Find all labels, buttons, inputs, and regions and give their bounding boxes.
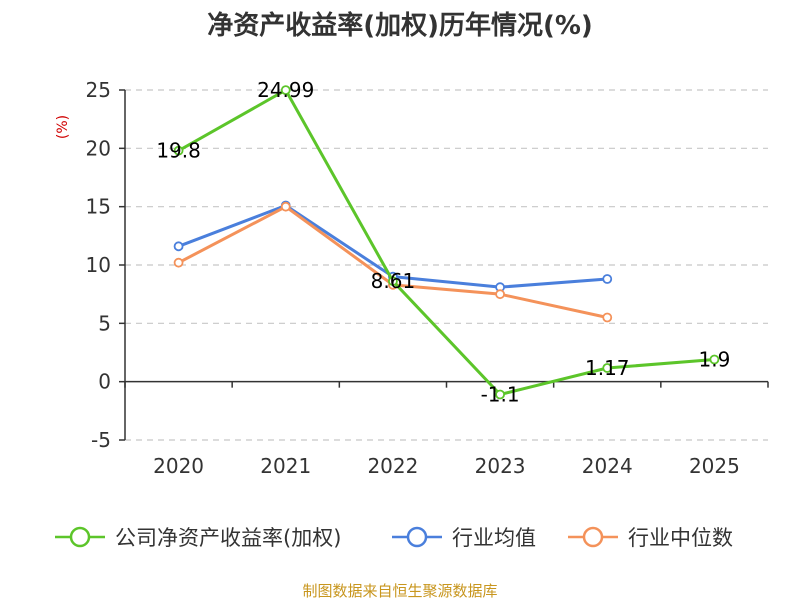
x-tick-label: 2020 [153,454,204,478]
legend: 公司净资产收益率(加权) 行业均值 行业中位数 [55,526,733,550]
grid-lines [125,89,768,441]
chart-title: 净资产收益率(加权)历年情况(%) [207,10,593,41]
data-point [173,145,184,156]
data-point [388,276,398,287]
y-tick-label: 10 [86,253,111,277]
legend-marker-circle [582,526,604,548]
data-point [495,289,505,300]
data-point [173,257,184,268]
legend-marker-circle [406,526,428,548]
data-point [709,354,720,365]
x-tick-label: 2024 [582,454,633,478]
x-tick-label: 2023 [475,454,526,478]
data-point [280,201,291,212]
legend-label: 行业均值 [452,526,536,550]
legend-label: 公司净资产收益率(加权) [115,526,341,550]
y-tick-label: 15 [86,195,111,219]
data-point [602,363,613,373]
y-tick-label: 0 [98,370,111,394]
data-point [602,274,613,284]
data-point [280,85,291,96]
y-tick-label: 20 [86,136,111,160]
y-tick-label: 5 [98,311,111,335]
data-label: 19.8 [156,139,201,163]
series-lines [173,85,720,400]
y-tick-label: 25 [86,78,111,102]
x-tick-label: 2025 [689,454,740,478]
source-note: 制图数据来自恒生聚源数据库 [302,582,497,600]
data-point [495,389,505,400]
data-label: 1.17 [585,356,630,380]
y-tick-label: -5 [91,428,111,452]
y-axis-unit-label: (%) [55,115,71,139]
x-tick-label: 2021 [260,454,311,478]
series-line [177,88,715,396]
data-label: 1.9 [699,348,731,372]
data-point [173,241,184,252]
x-tick-label: 2022 [367,454,418,478]
data-labels: 19.8 24.99 8.61 -1.1 1.17 1.9 [156,78,730,406]
legend-label: 行业中位数 [628,526,733,550]
data-label: -1.1 [481,383,520,407]
data-point [602,312,613,323]
legend-marker-circle [69,526,91,548]
data-label: 8.61 [371,269,416,293]
data-label: 24.99 [257,78,314,102]
